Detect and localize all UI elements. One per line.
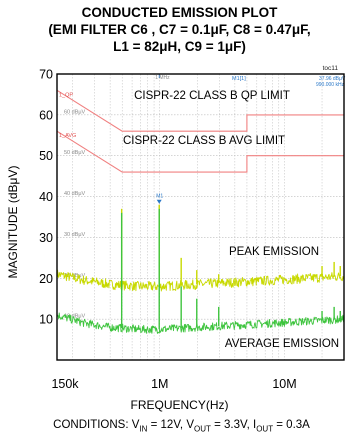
y-tick-label: 20 <box>39 272 53 286</box>
y-tick-label: 10 <box>39 313 53 327</box>
y-tick-label: 50 <box>39 149 53 163</box>
series-annotation: AVERAGE EMISSION <box>225 338 339 350</box>
figure-tag: toc11 <box>323 65 339 72</box>
y-tick-label: 60 <box>39 108 53 122</box>
test-conditions: CONDITIONS: VIN = 12V, VOUT = 3.3V, IOUT… <box>53 419 310 434</box>
marker-triangle <box>156 199 162 204</box>
chart-title-line-3: L1 = 82μH, C9 = 1μF) <box>113 39 246 54</box>
series-annotation: CISPR-22 CLASS B QP LIMIT <box>134 90 290 102</box>
peak-emission-trace <box>56 269 345 292</box>
inner-level-label: 10 dBμV <box>64 314 86 320</box>
x-tick-label: 1M <box>151 377 168 391</box>
marker-point-label: M1 <box>156 194 163 200</box>
inner-level-label: 60 dBμV <box>64 109 86 115</box>
plot-frame <box>56 73 345 361</box>
inner-level-label: 30 dBμV <box>64 232 86 238</box>
y-axis-label: MAGNITUDE (dBμV) <box>6 165 20 279</box>
x-tick-label: 10M <box>272 377 296 391</box>
limit-line-tag: 1_AVG <box>59 133 76 139</box>
x-axis-label: FREQUENCY(Hz) <box>130 398 229 412</box>
top-marker-label: 1 MHz <box>155 75 170 81</box>
chart-title-line-2: (EMI FILTER C6 , C7 = 0.1μF, C8 = 0.47μF… <box>48 22 311 37</box>
y-tick-label: 70 <box>39 68 53 82</box>
marker-readout-name: M1[1] <box>232 76 246 82</box>
y-tick-label: 30 <box>39 231 53 245</box>
series-annotation: PEAK EMISSION <box>229 246 319 258</box>
chart-title-line-1: CONDUCTED EMISSION PLOT <box>81 5 278 20</box>
x-tick-label: 150k <box>51 377 79 391</box>
marker-readout-freq: 990.000 kHz <box>316 82 345 88</box>
average-emission-trace <box>56 312 345 334</box>
y-tick-label: 40 <box>39 190 53 204</box>
limit-line-avg <box>56 130 344 173</box>
limit-line-qp <box>56 89 344 132</box>
marker-readout-level: 37.96 dBμV <box>319 76 346 82</box>
inner-level-label: 40 dBμV <box>64 191 86 197</box>
series-annotation: CISPR-22 CLASS B AVG LIMIT <box>123 135 285 147</box>
limit-line-tag: 1_QP <box>59 92 73 98</box>
inner-level-label: 50 dBμV <box>64 150 86 156</box>
